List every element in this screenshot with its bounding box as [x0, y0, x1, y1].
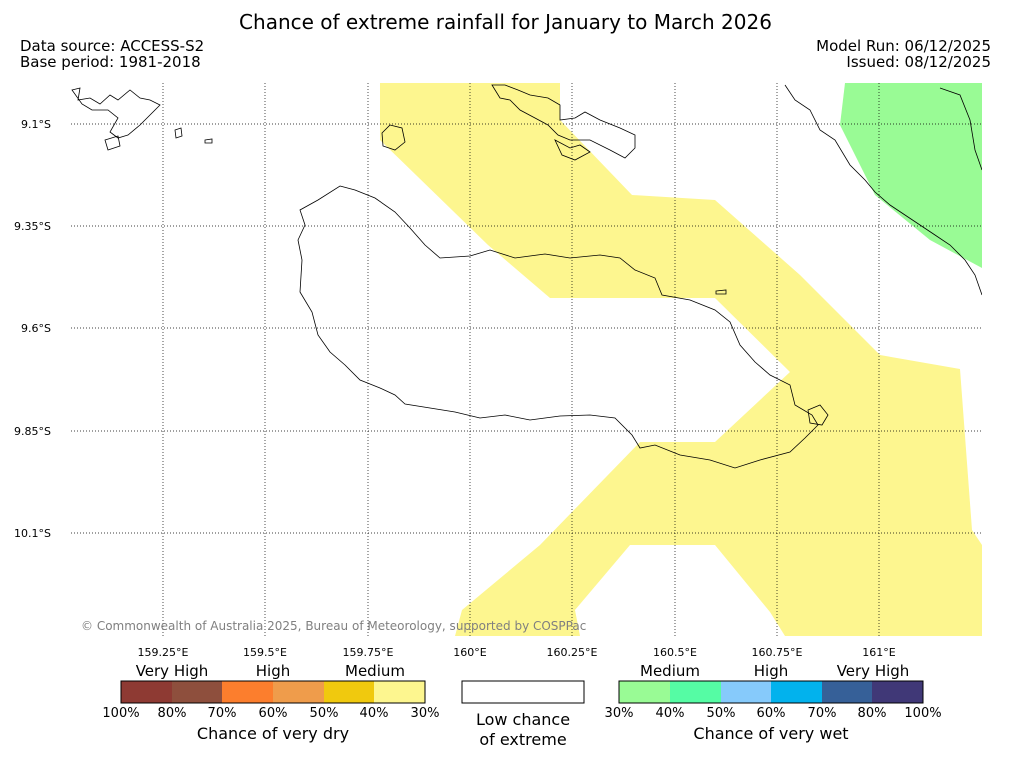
wet-swatch	[872, 681, 923, 703]
dry-percent-label: 40%	[359, 706, 389, 721]
lat-label: 9.85°S	[14, 425, 51, 438]
wet-region-30-40	[840, 83, 982, 268]
lon-label: 159.5°E	[243, 646, 287, 659]
wet-colorbar-border	[618, 680, 924, 704]
island-nw-small-3	[174, 127, 183, 139]
dry-percent-label: 80%	[157, 706, 187, 721]
data-source: Data source: ACCESS-S2	[20, 37, 205, 55]
dry-legend-caption: Chance of very dry	[196, 724, 350, 743]
malaita-coastline	[784, 84, 982, 296]
map-area	[71, 83, 982, 636]
dry-group-label: High	[255, 662, 291, 680]
island-savo	[381, 124, 406, 151]
copyright-notice: © Commonwealth of Australia 2025, Bureau…	[81, 619, 586, 633]
dry-group-label: Medium	[345, 662, 405, 680]
model-run: Model Run: 06/12/2025	[816, 37, 991, 55]
dry-swatch	[121, 681, 172, 703]
low-chance-caption: Low chance of extreme	[442, 710, 604, 750]
dry-percent-label: 50%	[309, 706, 339, 721]
lat-labels: 9.1°S 9.35°S 9.6°S 9.85°S 10.1°S	[14, 118, 51, 540]
wet-group-label: Very High	[836, 662, 910, 680]
dry-region-30-40	[380, 83, 982, 636]
meta-right: Model Run: 06/12/2025 Issued: 08/12/2025	[816, 38, 991, 70]
wet-percent-label: 30%	[604, 706, 634, 721]
graticule	[71, 83, 982, 636]
dry-percent-label: 30%	[410, 706, 440, 721]
low-chance-box	[461, 680, 585, 704]
dry-swatch	[273, 681, 324, 703]
low-chance-line2: of extreme	[479, 730, 567, 749]
dry-group-label: Very High	[135, 662, 209, 680]
florida-islands-south	[554, 139, 591, 161]
dry-percent-label: 60%	[258, 706, 288, 721]
lon-label: 160.25°E	[547, 646, 598, 659]
dry-swatch	[374, 681, 425, 703]
island-group-northwest	[71, 87, 161, 139]
lat-label: 10.1°S	[14, 527, 51, 540]
island-nw-small	[104, 135, 121, 151]
dry-colorbar-border	[120, 680, 426, 704]
map-title: Chance of extreme rainfall for January t…	[239, 10, 772, 34]
dry-colorbar	[120, 680, 426, 704]
guadalcanal-coastline	[297, 185, 819, 469]
wet-swatch	[721, 681, 771, 703]
lon-label: 160.75°E	[752, 646, 803, 659]
lon-labels: 159.25°E 159.5°E 159.75°E 160°E 160.25°E…	[138, 646, 896, 659]
wet-percent-label: 100%	[904, 706, 942, 721]
lon-label: 160.5°E	[653, 646, 697, 659]
malaita-coastline-east	[939, 87, 982, 171]
dry-percent-label: 100%	[102, 706, 140, 721]
wet-swatch	[619, 681, 670, 703]
wet-group-label: High	[753, 662, 789, 680]
wet-percent-label: 70%	[807, 706, 837, 721]
wet-swatch	[771, 681, 822, 703]
lon-label: 161°E	[862, 646, 895, 659]
island-small-1	[715, 289, 727, 295]
wet-group-label: Medium	[640, 662, 700, 680]
island-nw-small-2	[204, 138, 213, 144]
wet-swatch	[670, 681, 721, 703]
wet-percent-label: 60%	[756, 706, 786, 721]
lat-label: 9.1°S	[21, 118, 51, 131]
lon-label: 159.25°E	[138, 646, 189, 659]
base-period: Base period: 1981-2018	[20, 53, 201, 71]
issued-date: Issued: 08/12/2025	[846, 53, 991, 71]
lon-label: 159.75°E	[343, 646, 394, 659]
wet-percent-label: 80%	[857, 706, 887, 721]
dry-swatch	[324, 681, 374, 703]
wet-percent-label: 40%	[655, 706, 685, 721]
lon-label: 160°E	[453, 646, 486, 659]
dry-percent-label: 70%	[207, 706, 237, 721]
wet-legend-caption: Chance of very wet	[693, 724, 849, 743]
lat-label: 9.35°S	[14, 220, 51, 233]
wet-swatch	[822, 681, 872, 703]
florida-islands	[491, 84, 636, 159]
island-east	[807, 404, 829, 426]
meta-left: Data source: ACCESS-S2 Base period: 1981…	[20, 38, 204, 70]
wet-percent-label: 50%	[706, 706, 736, 721]
low-chance-line1: Low chance	[475, 710, 571, 729]
lat-label: 9.6°S	[21, 322, 51, 335]
dry-swatch	[222, 681, 273, 703]
dry-swatch	[172, 681, 222, 703]
wet-colorbar	[618, 680, 924, 704]
